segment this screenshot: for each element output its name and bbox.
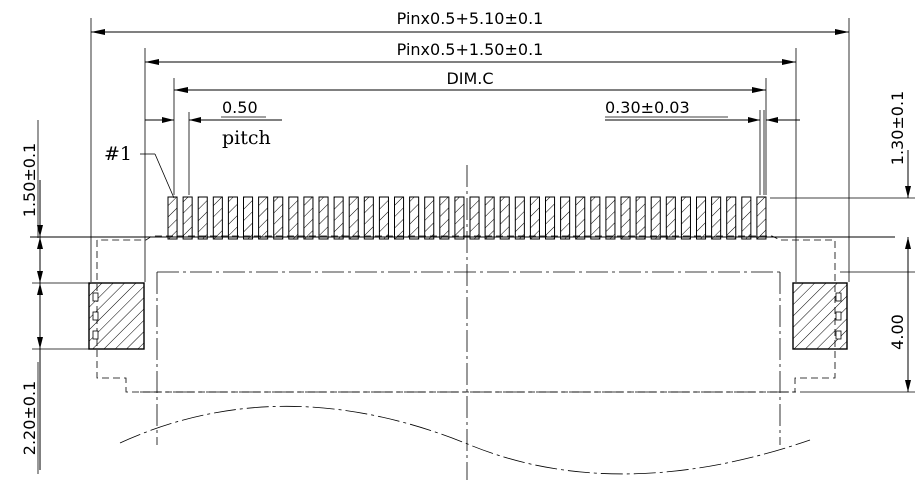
signal-pad bbox=[696, 196, 707, 240]
overall-width-dimension: Pinx0.5+5.10±0.1 bbox=[90, 9, 850, 282]
overall-width-label: Pinx0.5+5.10±0.1 bbox=[397, 9, 544, 28]
signal-pad bbox=[575, 196, 586, 240]
signal-pad bbox=[197, 196, 208, 240]
signal-pad bbox=[605, 196, 616, 240]
signal-pad bbox=[378, 196, 389, 240]
signal-pad bbox=[273, 196, 284, 240]
right-height-dimensions: 1.30±0.1 4.00 bbox=[770, 91, 915, 393]
signal-pad bbox=[212, 196, 223, 240]
right-top-height-label: 1.30±0.1 bbox=[888, 91, 907, 165]
signal-pad bbox=[620, 196, 631, 240]
right-mounting-pad bbox=[792, 282, 848, 350]
signal-pad bbox=[258, 196, 269, 240]
signal-pad bbox=[514, 196, 525, 240]
body-outline bbox=[30, 235, 895, 445]
signal-pad bbox=[665, 196, 676, 240]
signal-pad bbox=[469, 196, 480, 240]
signal-pad bbox=[635, 196, 646, 240]
signal-pad bbox=[227, 196, 238, 240]
signal-pad bbox=[167, 196, 178, 240]
pad-span-dimension: Pinx0.5+1.50±0.1 bbox=[144, 40, 797, 282]
signal-pad bbox=[303, 196, 314, 240]
signal-pad bbox=[243, 196, 254, 240]
pin1-marker: #1 bbox=[104, 143, 175, 199]
signal-pad bbox=[560, 196, 571, 240]
signal-pad bbox=[454, 196, 465, 240]
dim-c-dimension: DIM.C bbox=[173, 69, 767, 195]
signal-pad bbox=[756, 196, 767, 240]
left-top-height-label: 1.50±0.1 bbox=[20, 143, 39, 217]
signal-pad bbox=[545, 196, 556, 240]
signal-pad bbox=[726, 196, 737, 240]
signal-pad bbox=[182, 196, 193, 240]
signal-pad bbox=[394, 196, 405, 240]
signal-pad bbox=[424, 196, 435, 240]
signal-pad bbox=[439, 196, 450, 240]
signal-pad bbox=[318, 196, 329, 240]
signal-pad bbox=[499, 196, 510, 240]
signal-pad bbox=[288, 196, 299, 240]
signal-pad bbox=[333, 196, 344, 240]
signal-pad bbox=[529, 196, 540, 240]
signal-pad bbox=[484, 196, 495, 240]
signal-pad bbox=[680, 196, 691, 240]
pitch-value-label: 0.50 bbox=[222, 98, 258, 117]
signal-pad bbox=[348, 196, 359, 240]
signal-pad bbox=[363, 196, 374, 240]
signal-pad bbox=[650, 196, 661, 240]
dim-c-label: DIM.C bbox=[446, 69, 493, 88]
pad-width-label: 0.30±0.03 bbox=[605, 98, 690, 117]
right-height-label: 4.00 bbox=[888, 314, 907, 350]
break-line bbox=[119, 405, 811, 475]
signal-pad bbox=[590, 196, 601, 240]
pad-width-dimension: 0.30±0.03 bbox=[605, 98, 800, 195]
left-mounting-pad bbox=[88, 282, 145, 350]
signal-pad bbox=[409, 196, 420, 240]
pin1-label: #1 bbox=[104, 143, 132, 165]
left-height-dimensions: 1.50±0.1 2.20±0.1 bbox=[20, 120, 89, 474]
pitch-dimension: 0.50 pitch bbox=[145, 98, 282, 195]
signal-pad bbox=[711, 196, 722, 240]
left-bottom-height-label: 2.20±0.1 bbox=[20, 381, 39, 455]
signal-pad-row bbox=[167, 196, 767, 240]
pitch-word-label: pitch bbox=[222, 127, 271, 149]
signal-pad bbox=[741, 196, 752, 240]
pad-span-label: Pinx0.5+1.50±0.1 bbox=[397, 40, 544, 59]
